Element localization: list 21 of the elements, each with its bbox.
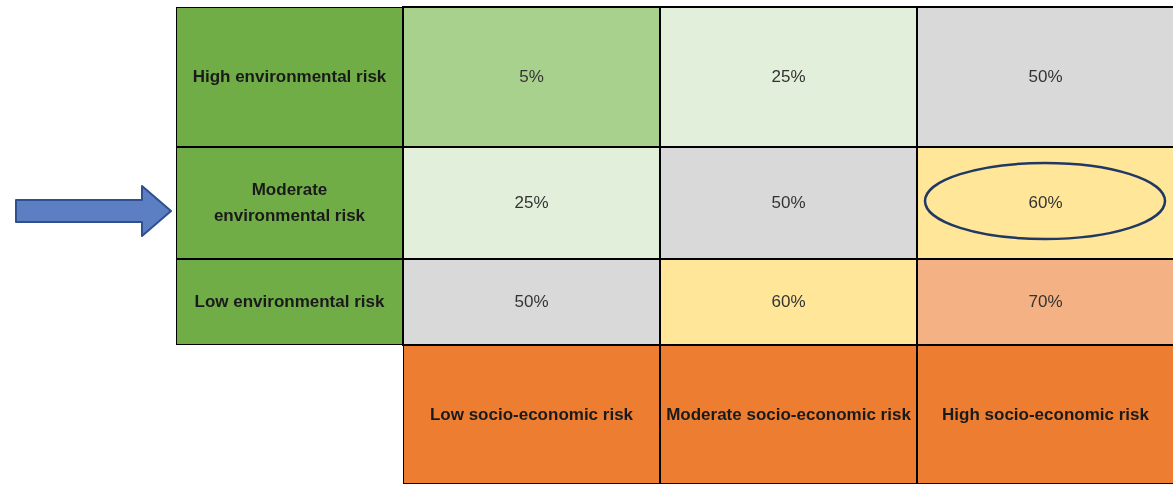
header-cell: Low environmental risk	[176, 259, 403, 345]
x-tick-label: High socio-economic risk	[942, 403, 1149, 426]
data-label: 70%	[1028, 291, 1063, 311]
data-label: 25%	[771, 66, 806, 86]
header-cell: Low socio-economic risk	[403, 345, 660, 484]
data-label: 50%	[1028, 66, 1063, 86]
y-tick-label: Low environmental risk	[194, 291, 385, 313]
data-label: 50%	[771, 192, 806, 212]
data-label: 60%	[771, 291, 806, 311]
y-tick-label: High environmental risk	[192, 66, 387, 88]
data-label: 50%	[514, 291, 549, 311]
header-cell: Moderate socio-economic risk	[660, 345, 917, 484]
header-cell: High socio-economic risk	[917, 345, 1173, 484]
data-label: 5%	[519, 66, 544, 86]
data-label: 60%	[1028, 192, 1063, 212]
data-label: 25%	[514, 192, 549, 212]
header-cell: High environmental risk	[176, 7, 403, 147]
header-cell: Moderate environmental risk	[176, 147, 403, 259]
x-tick-label: Moderate socio-economic risk	[666, 403, 911, 426]
y-tick-label: Moderate environmental risk	[212, 179, 367, 227]
x-tick-label: Low socio-economic risk	[429, 403, 634, 426]
